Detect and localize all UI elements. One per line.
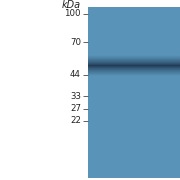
Text: kDa: kDa	[62, 0, 81, 10]
Text: 44: 44	[70, 70, 81, 79]
Text: 27: 27	[70, 104, 81, 113]
Text: 70: 70	[70, 38, 81, 47]
Text: 100: 100	[64, 9, 81, 18]
Text: 22: 22	[70, 116, 81, 125]
Text: 33: 33	[70, 92, 81, 101]
